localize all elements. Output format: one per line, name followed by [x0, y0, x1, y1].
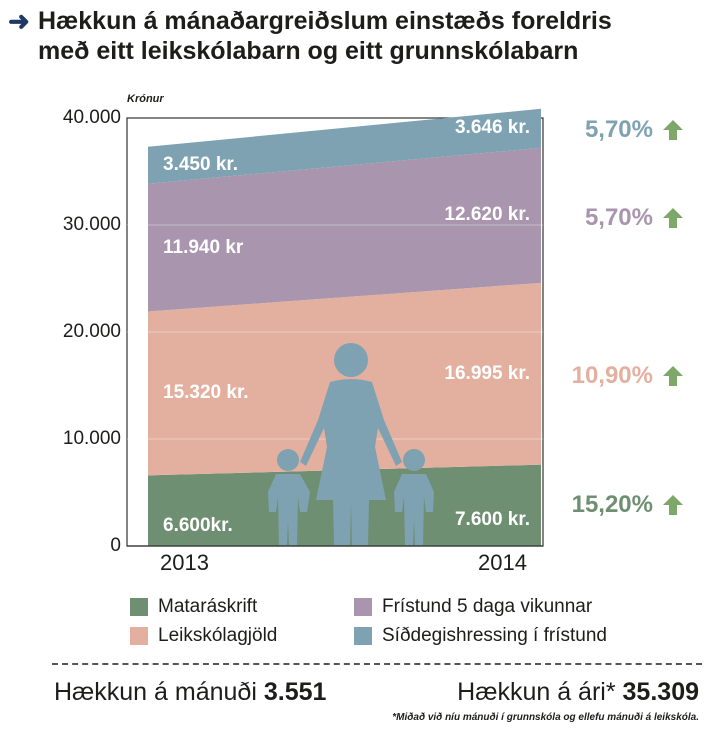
- area-leikskolagjold: [148, 282, 541, 476]
- title-line-2: með eitt leikskólabarn og eitt grunnskól…: [38, 37, 579, 65]
- change-leikskolagjold: 10,90%: [571, 362, 653, 389]
- change-fristund: 5,70%: [584, 204, 653, 231]
- change-mataraskrift: 15,20%: [571, 491, 653, 518]
- data-label-mataraskrift-2014: 7.600 kr.: [454, 509, 530, 531]
- area-fristund: [148, 147, 541, 312]
- y-tick-label: 30.000: [62, 214, 121, 235]
- y-tick-label: 0: [110, 535, 121, 556]
- change-sidegishressing: 5,70%: [584, 116, 653, 143]
- up-arrow-icon: [663, 366, 683, 386]
- legend-label: Síðdegishressing í frístund: [382, 625, 607, 646]
- data-label-mataraskrift-2013: 6.600kr.: [163, 514, 233, 536]
- data-label-sidegishressing-2014: 3.646 kr.: [454, 117, 530, 139]
- x-tick-label: 2013: [160, 550, 209, 575]
- y-tick-label: 40.000: [62, 107, 121, 128]
- legend-swatch: [130, 598, 148, 616]
- x-tick-label: 2014: [478, 550, 527, 575]
- data-label-leikskolagjold-2014: 16.995 kr.: [444, 362, 530, 384]
- y-tick-label: 10.000: [62, 428, 121, 449]
- footnote: *Miðað við níu mánuði í grunnskóla og el…: [392, 712, 699, 723]
- data-label-fristund-2013: 11.940 kr: [163, 236, 244, 258]
- legend-label: Frístund 5 daga vikunnar: [382, 596, 593, 617]
- data-label-fristund-2014: 12.620 kr.: [444, 204, 530, 226]
- monthly-increase-label: Hækkun á mánuði: [54, 678, 257, 706]
- y-tick-label: 20.000: [62, 321, 121, 342]
- area-sidegishressing: [148, 108, 541, 184]
- up-arrow-icon: [663, 208, 683, 228]
- data-label-leikskolagjold-2013: 15.320 kr.: [163, 382, 249, 404]
- arrow-right-icon: ➜: [8, 6, 30, 36]
- up-arrow-icon: [663, 120, 683, 140]
- yearly-increase-label: Hækkun á ári*: [457, 678, 616, 706]
- legend-swatch: [354, 627, 372, 645]
- legend-swatch: [130, 627, 148, 645]
- y-axis-unit-label: Krónur: [127, 93, 164, 105]
- yearly-increase-value: 35.309: [622, 678, 699, 706]
- up-arrow-icon: [663, 495, 683, 515]
- legend-swatch: [354, 598, 372, 616]
- dashed-divider: [52, 663, 702, 665]
- title-line-1: Hækkun á mánaðargreiðslum einstæðs forel…: [38, 7, 612, 35]
- data-label-sidegishressing-2013: 3.450 kr.: [163, 154, 239, 176]
- legend-label: Mataráskrift: [158, 596, 258, 617]
- family-silhouette-icon: [268, 343, 434, 545]
- yearly-increase: Hækkun á ári* 35.309: [457, 677, 699, 707]
- monthly-increase-value: 3.551: [263, 678, 327, 706]
- legend-label: Leikskólagjöld: [158, 625, 278, 646]
- monthly-increase: Hækkun á mánuði 3.551: [54, 677, 326, 707]
